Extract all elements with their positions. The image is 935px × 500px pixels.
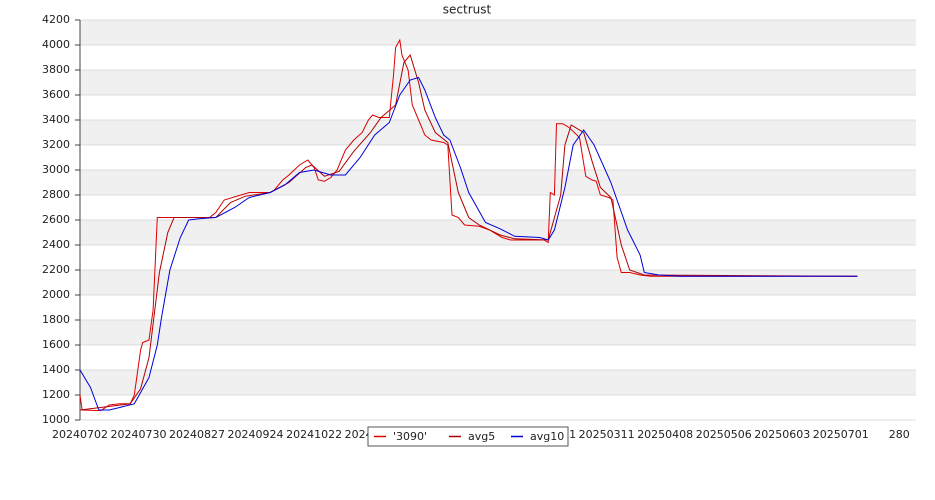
- y-tick-label: 1400: [42, 363, 70, 376]
- y-tick-label: 3400: [42, 113, 70, 126]
- x-tick-label: 20240730: [111, 428, 167, 441]
- y-tick-label: 2200: [42, 263, 70, 276]
- legend-label: '3090': [393, 430, 427, 443]
- x-tick-label: 280: [889, 428, 910, 441]
- y-tick-label: 1600: [42, 338, 70, 351]
- y-tick-label: 4200: [42, 13, 70, 26]
- y-tick-label: 3600: [42, 88, 70, 101]
- y-tick-label: 2000: [42, 288, 70, 301]
- legend-label: avg5: [468, 430, 495, 443]
- y-tick-label: 3200: [42, 138, 70, 151]
- grid-band: [80, 20, 916, 45]
- legend-label: avg10: [530, 430, 564, 443]
- grid-band: [80, 170, 916, 195]
- x-tick-label: 20250506: [696, 428, 752, 441]
- x-tick-label: 20240924: [228, 428, 284, 441]
- y-tick-label: 2800: [42, 188, 70, 201]
- x-tick-label: 20240827: [169, 428, 225, 441]
- legend: '3090' avg5 avg10: [367, 426, 569, 447]
- x-tick-label: 20250603: [754, 428, 810, 441]
- y-tick-label: 1000: [42, 413, 70, 426]
- x-tick-label: 20250311: [579, 428, 635, 441]
- grid-band: [80, 370, 916, 395]
- x-tick-label: 20250408: [637, 428, 693, 441]
- y-tick-label: 2400: [42, 238, 70, 251]
- y-tick-label: 3800: [42, 63, 70, 76]
- x-tick-label: 20241022: [286, 428, 342, 441]
- y-tick-label: 2600: [42, 213, 70, 226]
- grid-band: [80, 70, 916, 95]
- line: [79, 38, 858, 412]
- grid-band: [80, 320, 916, 345]
- y-tick-label: 4000: [42, 38, 70, 51]
- y-tick-label: 1200: [42, 388, 70, 401]
- legend-box: [367, 426, 569, 447]
- grid-band: [80, 220, 916, 245]
- x-tick-label: 20240702: [52, 428, 108, 441]
- line: [79, 76, 858, 411]
- y-tick-label: 3000: [42, 163, 70, 176]
- chart-title: sectrust: [443, 3, 492, 17]
- grid-band: [80, 270, 916, 295]
- y-tick-label: 1800: [42, 313, 70, 326]
- grid-band: [80, 120, 916, 145]
- x-tick-label: 20250701: [813, 428, 869, 441]
